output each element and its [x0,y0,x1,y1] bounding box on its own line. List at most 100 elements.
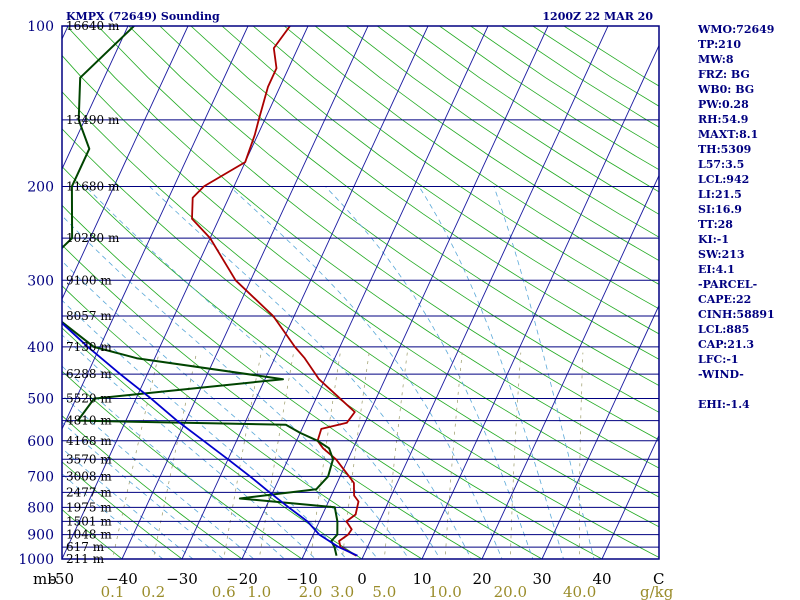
height-label: 1501 m [66,514,112,528]
sounding-index: EI:4.1 [698,263,735,276]
sounding-index: TT:28 [698,218,733,231]
sounding-index: RH:54.9 [698,113,749,126]
isotherm [0,26,8,559]
mixing-ratio-line [152,352,197,559]
mixing-ratio-tick-label: 0.1 [101,583,125,600]
dry-adiabat [62,128,659,558]
sounding-index [698,382,798,397]
sounding-index: TP:210 [698,38,742,51]
mixing-ratio-line [310,352,341,559]
moist-adiabat [62,365,286,559]
moist-adiabat [62,260,379,559]
temperature-unit-label: C [653,570,664,588]
dry-adiabat [62,165,603,559]
temperature-tick-label: 20 [472,570,491,588]
sounding-index: EHI:-1.4 [698,398,750,411]
pressure-tick-label: 100 [27,19,54,35]
sounding-index: CINH:58891 [698,308,775,321]
mixing-ratio-tick-label: 20.0 [494,583,527,600]
height-label: 10280 m [66,231,120,245]
dry-adiabat [62,91,659,528]
height-labels: 16640 m 13490 m 11680 m 10280 m 9100 m 8057 m… [66,19,120,566]
height-label: 8057 m [66,309,112,323]
temperature-tick-label: -50 [50,570,74,588]
mixing-ratio-tick-label: 10.0 [428,583,461,600]
isotherm [481,174,659,559]
mixing-ratio-unit-label: g/kg [640,583,674,600]
sounding-index: CAPE:22 [698,293,752,306]
chart-traces [62,26,360,557]
pressure-tick-label: 700 [27,469,54,485]
pressure-tick-label: 800 [27,500,54,516]
chart-grid [0,26,659,559]
dry-adiabat [252,26,659,310]
temperature-tick-label: 40 [592,570,611,588]
sounding-index: LCL:885 [698,323,750,336]
sounding-index: LFC:-1 [698,353,739,366]
mixing-ratio-tick-label: 0.6 [212,583,236,600]
pressure-tick-label: 1000 [18,552,54,568]
sounding-index: FRZ: BG [698,68,750,81]
moist-adiabat [325,186,534,559]
height-label: 1048 m [66,528,112,542]
dry-adiabat [62,54,659,498]
dry-adiabat [97,26,659,441]
isotherm [62,26,189,301]
sounding-index: WMO:72649 [698,23,775,36]
sounding-index: LCL:942 [698,173,750,186]
sounding-index: TH:5309 [698,143,752,156]
moist-adiabat [85,186,441,559]
moist-adiabat [418,186,564,559]
dry-adiabat [62,327,363,559]
moist-adiabat [62,334,316,559]
mixing-ratio-line [112,352,160,559]
dry-adiabat [190,26,659,360]
pressure-tick-label: 200 [27,179,54,195]
height-label: 2477 m [66,485,112,499]
temperature-trace [191,26,360,557]
sounding-index: -PARCEL- [698,278,758,291]
height-label: 11680 m [66,179,120,193]
pressure-unit-label: mb [33,570,57,588]
dry-adiabat [283,26,659,285]
dry-adiabat [62,204,543,559]
isotherm [121,26,369,559]
moist-adiabat [62,299,348,559]
sounding-index: CAP:21.3 [698,338,755,351]
plot-frame [61,25,660,560]
pressure-tick-labels: 100 200 300 400 500 600 700 800 900 1000 [18,19,54,568]
height-label: 3008 m [66,469,112,483]
moist-adiabat [493,186,595,559]
mixing-ratio-line [444,352,463,559]
height-label: 5520 m [66,392,112,406]
sounding-index: SW:213 [698,248,745,261]
isotherm [541,304,659,559]
dry-adiabat [62,509,123,559]
moist-adiabat [149,186,472,559]
temperature-tick-label: −30 [166,570,198,588]
temperature-tick-label: −40 [106,570,138,588]
dry-adiabat [128,26,659,413]
parcel-trace [62,321,358,557]
temperature-tick-label: 0 [357,570,367,588]
dry-adiabat [159,26,659,387]
mixing-ratio-tick-label: 0.2 [141,583,165,600]
isotherm [62,26,309,559]
sounding-indices-panel: WMO:72649 TP:210 MW:8 FRZ: BG WB0: BG PW:0.28… [698,22,798,412]
mixing-ratio-tick-label: 1.0 [247,583,271,600]
height-label: 4168 m [66,434,112,448]
height-label: 3570 m [66,452,112,466]
dry-adiabat [62,285,423,559]
height-label: 13490 m [66,113,120,127]
pressure-tick-label: 900 [27,528,54,544]
pressure-tick-label: 400 [27,340,54,356]
height-label: 1975 m [66,500,112,514]
sounding-index: SI:16.9 [698,203,742,216]
mixing-ratio-tick-label: 5.0 [372,583,396,600]
dry-adiabat [62,370,303,559]
moist-adiabat [62,215,410,559]
isotherm [62,26,249,431]
temperature-tick-label: 30 [532,570,551,588]
dry-adiabat [62,461,183,559]
height-label: 617 m [66,540,105,554]
